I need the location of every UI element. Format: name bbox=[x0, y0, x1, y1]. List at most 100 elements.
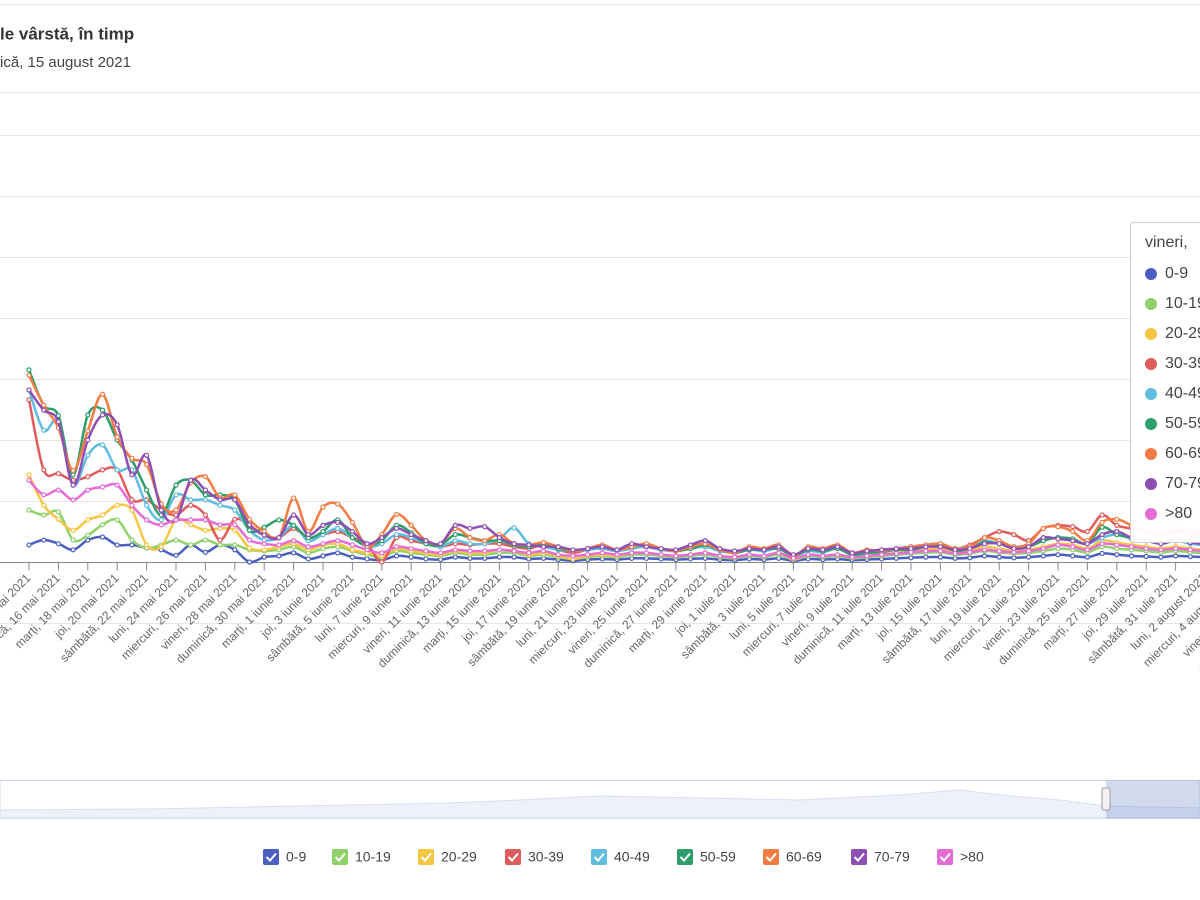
data-point bbox=[776, 550, 782, 556]
data-point bbox=[261, 554, 267, 560]
data-point bbox=[702, 550, 708, 556]
legend-label[interactable]: 70-79 bbox=[874, 849, 910, 865]
data-point bbox=[746, 545, 752, 552]
legend-label[interactable]: 20-29 bbox=[441, 849, 477, 865]
navigator-handle[interactable] bbox=[1101, 787, 1111, 811]
data-point bbox=[335, 538, 341, 544]
legend-item[interactable]: 40-49 bbox=[591, 849, 650, 865]
data-point bbox=[1084, 541, 1091, 547]
data-point bbox=[129, 537, 135, 543]
data-point bbox=[1099, 550, 1105, 557]
legend-item[interactable]: 30-39 bbox=[505, 849, 564, 865]
data-point bbox=[864, 553, 870, 559]
data-point bbox=[1040, 534, 1046, 541]
data-point bbox=[320, 541, 326, 547]
data-point bbox=[893, 545, 899, 552]
data-point bbox=[335, 550, 341, 556]
data-point bbox=[1084, 528, 1091, 535]
legend-label[interactable]: 0-9 bbox=[286, 849, 306, 865]
data-point bbox=[1070, 544, 1076, 550]
data-point bbox=[70, 537, 76, 543]
data-point bbox=[246, 527, 253, 533]
legend-checkbox[interactable] bbox=[591, 849, 607, 865]
data-point bbox=[202, 492, 208, 498]
check-mark bbox=[765, 852, 777, 862]
legend-checkbox[interactable] bbox=[418, 849, 434, 865]
data-point bbox=[570, 553, 576, 559]
data-point bbox=[41, 512, 47, 518]
legend-label[interactable]: 60-69 bbox=[786, 849, 822, 865]
data-point bbox=[937, 544, 944, 550]
data-point bbox=[129, 472, 135, 478]
data-point bbox=[217, 522, 223, 528]
data-point bbox=[364, 541, 370, 547]
data-point bbox=[202, 527, 208, 533]
legend-checkbox[interactable] bbox=[505, 849, 521, 865]
data-point bbox=[1084, 554, 1091, 560]
legend-label[interactable]: 50-59 bbox=[700, 849, 736, 865]
legend-label[interactable]: 40-49 bbox=[614, 849, 650, 865]
legend-checkbox[interactable] bbox=[851, 849, 867, 865]
legend-label[interactable]: >80 bbox=[960, 849, 984, 865]
data-point bbox=[1011, 555, 1017, 561]
legend-item[interactable]: 70-79 bbox=[851, 849, 910, 865]
data-point bbox=[55, 470, 62, 477]
data-point bbox=[144, 502, 150, 508]
data-point bbox=[908, 555, 914, 561]
data-point bbox=[291, 538, 297, 544]
legend-item[interactable]: 0-9 bbox=[263, 849, 306, 865]
data-point bbox=[232, 547, 238, 553]
data-point bbox=[1114, 516, 1120, 522]
data-point bbox=[232, 522, 238, 528]
data-point bbox=[540, 539, 547, 546]
tooltip: vineri, 0-9 10-19 20-29 30-39 40-49 50-59 60-6… bbox=[1130, 222, 1200, 543]
check-mark bbox=[420, 852, 432, 862]
data-point bbox=[467, 525, 473, 532]
data-point bbox=[702, 538, 708, 544]
legend-checkbox[interactable] bbox=[677, 849, 693, 865]
data-point bbox=[452, 531, 458, 538]
legend-item[interactable]: 20-29 bbox=[418, 849, 477, 865]
tooltip-marker bbox=[1145, 478, 1157, 490]
data-point bbox=[805, 545, 811, 552]
legend-checkbox[interactable] bbox=[263, 849, 279, 865]
data-point bbox=[276, 517, 282, 523]
data-point bbox=[158, 517, 164, 523]
legend-label[interactable]: 30-39 bbox=[528, 849, 564, 865]
data-point bbox=[114, 502, 120, 508]
navigator-selection[interactable] bbox=[1106, 780, 1200, 819]
data-point bbox=[1158, 547, 1164, 553]
data-point bbox=[129, 502, 135, 508]
data-point bbox=[496, 547, 502, 553]
data-point bbox=[393, 531, 400, 538]
data-point bbox=[379, 534, 385, 541]
check-mark bbox=[265, 852, 277, 862]
legend-checkbox[interactable] bbox=[763, 849, 779, 865]
legend-item[interactable]: 10-19 bbox=[332, 849, 391, 865]
data-point bbox=[1055, 542, 1061, 548]
legend-checkbox[interactable] bbox=[937, 849, 953, 865]
data-point bbox=[1070, 524, 1076, 530]
data-point bbox=[981, 534, 988, 541]
data-point bbox=[1172, 553, 1179, 559]
data-point bbox=[217, 502, 223, 508]
data-point bbox=[1128, 544, 1135, 550]
legend-item[interactable]: >80 bbox=[937, 849, 984, 865]
data-point bbox=[276, 542, 282, 548]
data-point bbox=[393, 511, 400, 518]
legend-item[interactable]: 60-69 bbox=[763, 849, 822, 865]
data-point bbox=[1114, 522, 1120, 529]
data-point bbox=[85, 452, 91, 458]
data-point bbox=[1143, 545, 1149, 552]
data-point bbox=[482, 538, 488, 544]
data-point bbox=[188, 497, 194, 503]
legend-checkbox[interactable] bbox=[332, 849, 348, 865]
legend-label[interactable]: 10-19 bbox=[355, 849, 391, 865]
data-point bbox=[1040, 545, 1046, 552]
data-point bbox=[1070, 538, 1076, 544]
data-point bbox=[291, 512, 297, 518]
legend-item[interactable]: 50-59 bbox=[677, 849, 736, 865]
data-point bbox=[335, 525, 341, 532]
tooltip-title: vineri, bbox=[1145, 234, 1188, 251]
data-point bbox=[1099, 531, 1105, 538]
